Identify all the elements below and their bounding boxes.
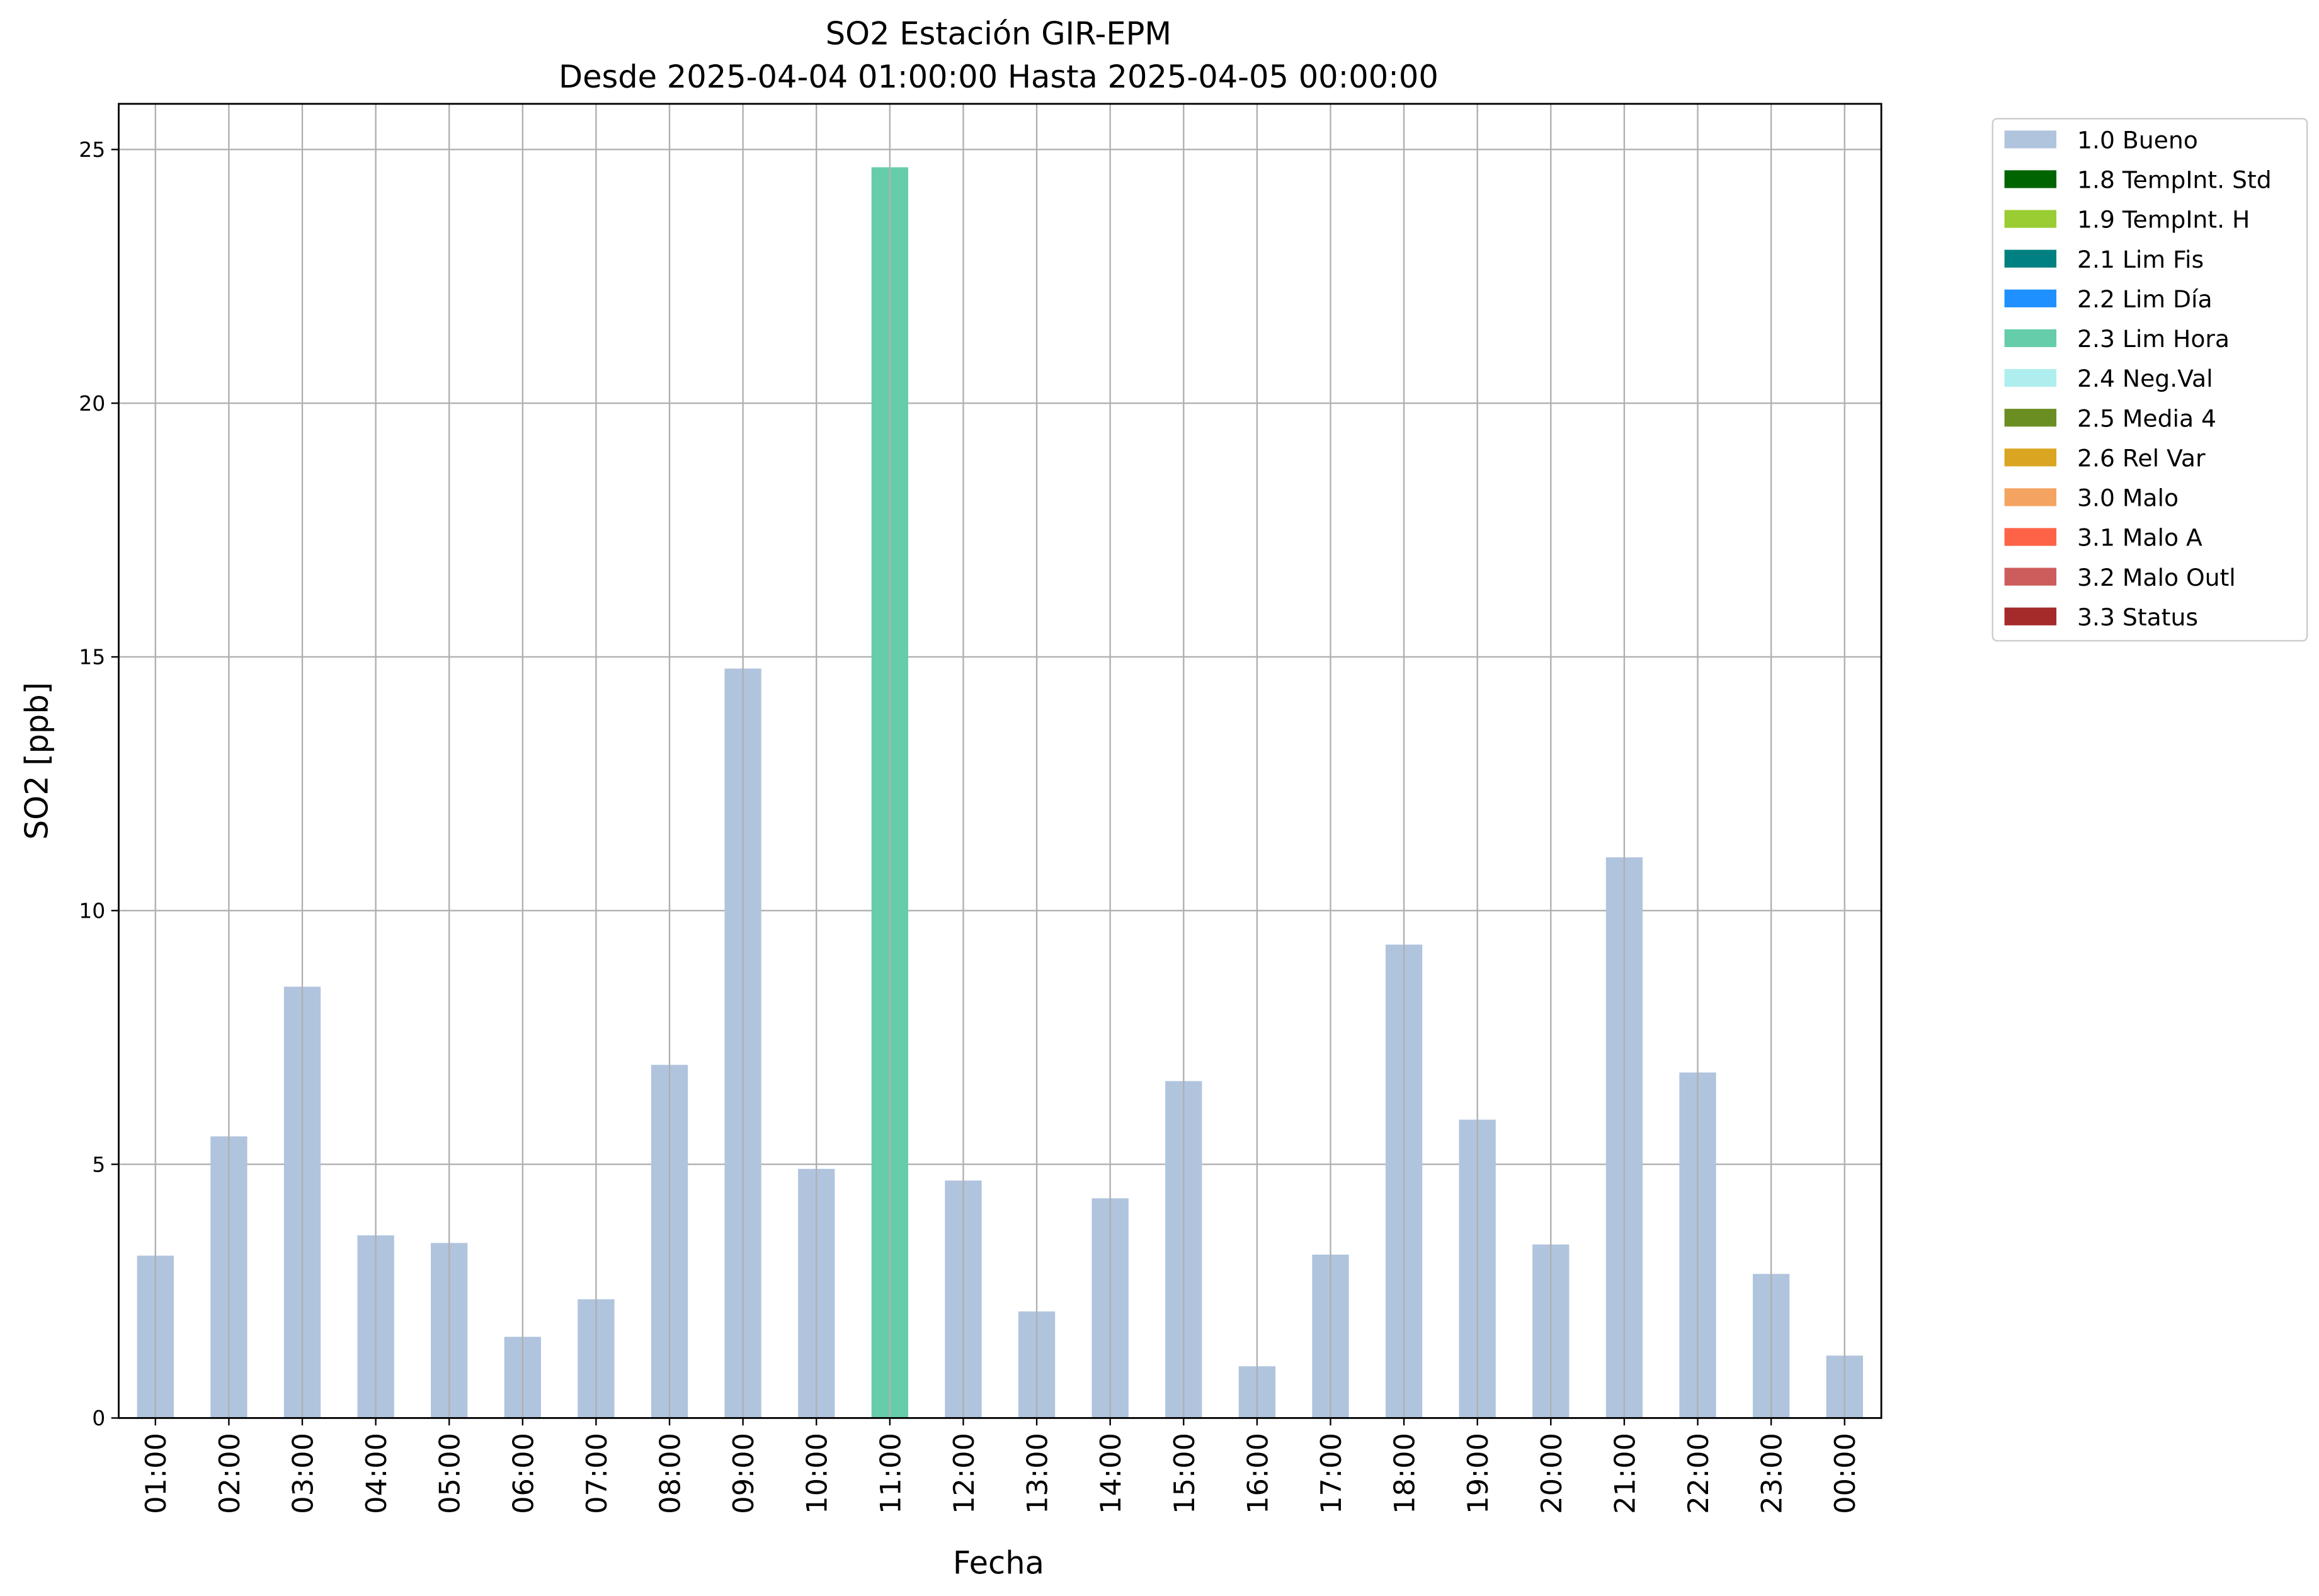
x-tick-label: 09:00	[727, 1433, 760, 1514]
legend-swatch	[2004, 528, 2057, 546]
x-tick-label: 01:00	[139, 1433, 173, 1514]
legend-label: 3.0 Malo	[2077, 484, 2179, 512]
legend-label: 1.9 TempInt. H	[2077, 206, 2250, 234]
y-tick-label: 15	[79, 645, 105, 670]
legend-label: 3.3 Status	[2077, 603, 2198, 631]
legend-swatch	[2004, 488, 2057, 506]
plot-frame	[118, 103, 1883, 1419]
legend-label: 2.3 Lim Hora	[2077, 325, 2230, 353]
x-tick-label: 10:00	[801, 1433, 834, 1514]
chart-subtitle: Desde 2025-04-04 01:00:00 Hasta 2025-04-…	[559, 59, 1439, 95]
legend-swatch	[2004, 289, 2057, 307]
legend-swatch	[2004, 329, 2057, 348]
x-tick-label: 08:00	[654, 1433, 687, 1514]
legend-label: 3.2 Malo Outl	[2077, 564, 2236, 591]
legend-label: 1.0 Bueno	[2077, 127, 2198, 154]
legend-label: 2.4 Neg.Val	[2077, 365, 2213, 392]
x-tick-label: 23:00	[1755, 1433, 1789, 1514]
legend-label: 2.1 Lim Fis	[2077, 246, 2204, 273]
legend-label: 3.1 Malo A	[2077, 524, 2202, 552]
legend-label: 2.2 Lim Día	[2077, 285, 2213, 313]
y-tick-label: 5	[92, 1152, 105, 1177]
legend-swatch	[2004, 567, 2057, 586]
x-tick-label: 05:00	[433, 1433, 467, 1514]
legend-swatch	[2004, 448, 2057, 467]
y-tick-label: 10	[79, 899, 105, 923]
x-tick-label: 16:00	[1241, 1433, 1274, 1514]
x-tick-label: 04:00	[360, 1433, 393, 1514]
y-axis-label: SO2 [ppb]	[18, 682, 55, 840]
legend-swatch	[2004, 210, 2057, 228]
legend-swatch	[2004, 130, 2057, 149]
legend-box	[1991, 118, 2308, 642]
x-tick-label: 13:00	[1021, 1433, 1054, 1514]
x-tick-label: 17:00	[1314, 1433, 1348, 1514]
x-tick-label: 19:00	[1461, 1433, 1495, 1514]
x-tick-label: 07:00	[580, 1433, 613, 1514]
legend-swatch	[2004, 368, 2057, 387]
x-tick-label: 22:00	[1682, 1433, 1715, 1514]
x-tick-label: 06:00	[506, 1433, 540, 1514]
y-tick-label: 0	[92, 1406, 105, 1430]
x-tick-label: 03:00	[286, 1433, 319, 1514]
x-tick-label: 00:00	[1828, 1433, 1862, 1514]
chart-title: SO2 Estación GIR-EPM	[826, 16, 1171, 52]
y-tick-label: 20	[79, 391, 105, 416]
x-tick-label: 02:00	[213, 1433, 246, 1514]
legend-label: 2.5 Media 4	[2077, 404, 2216, 432]
y-tick-label: 25	[79, 137, 105, 162]
x-tick-label: 15:00	[1168, 1433, 1201, 1514]
legend-swatch	[2004, 607, 2057, 625]
x-tick-label: 14:00	[1094, 1433, 1127, 1514]
legend-label: 2.6 Rel Var	[2077, 444, 2206, 472]
x-tick-label: 11:00	[874, 1433, 907, 1514]
legend-label: 1.8 TempInt. Std	[2077, 166, 2272, 194]
x-tick-label: 18:00	[1388, 1433, 1422, 1514]
legend-swatch	[2004, 170, 2057, 188]
x-tick-label: 12:00	[947, 1433, 981, 1514]
x-tick-label: 21:00	[1608, 1433, 1641, 1514]
legend-swatch	[2004, 409, 2057, 427]
legend-swatch	[2004, 249, 2057, 268]
x-axis-label: Fecha	[953, 1545, 1044, 1582]
x-tick-label: 20:00	[1535, 1433, 1568, 1514]
